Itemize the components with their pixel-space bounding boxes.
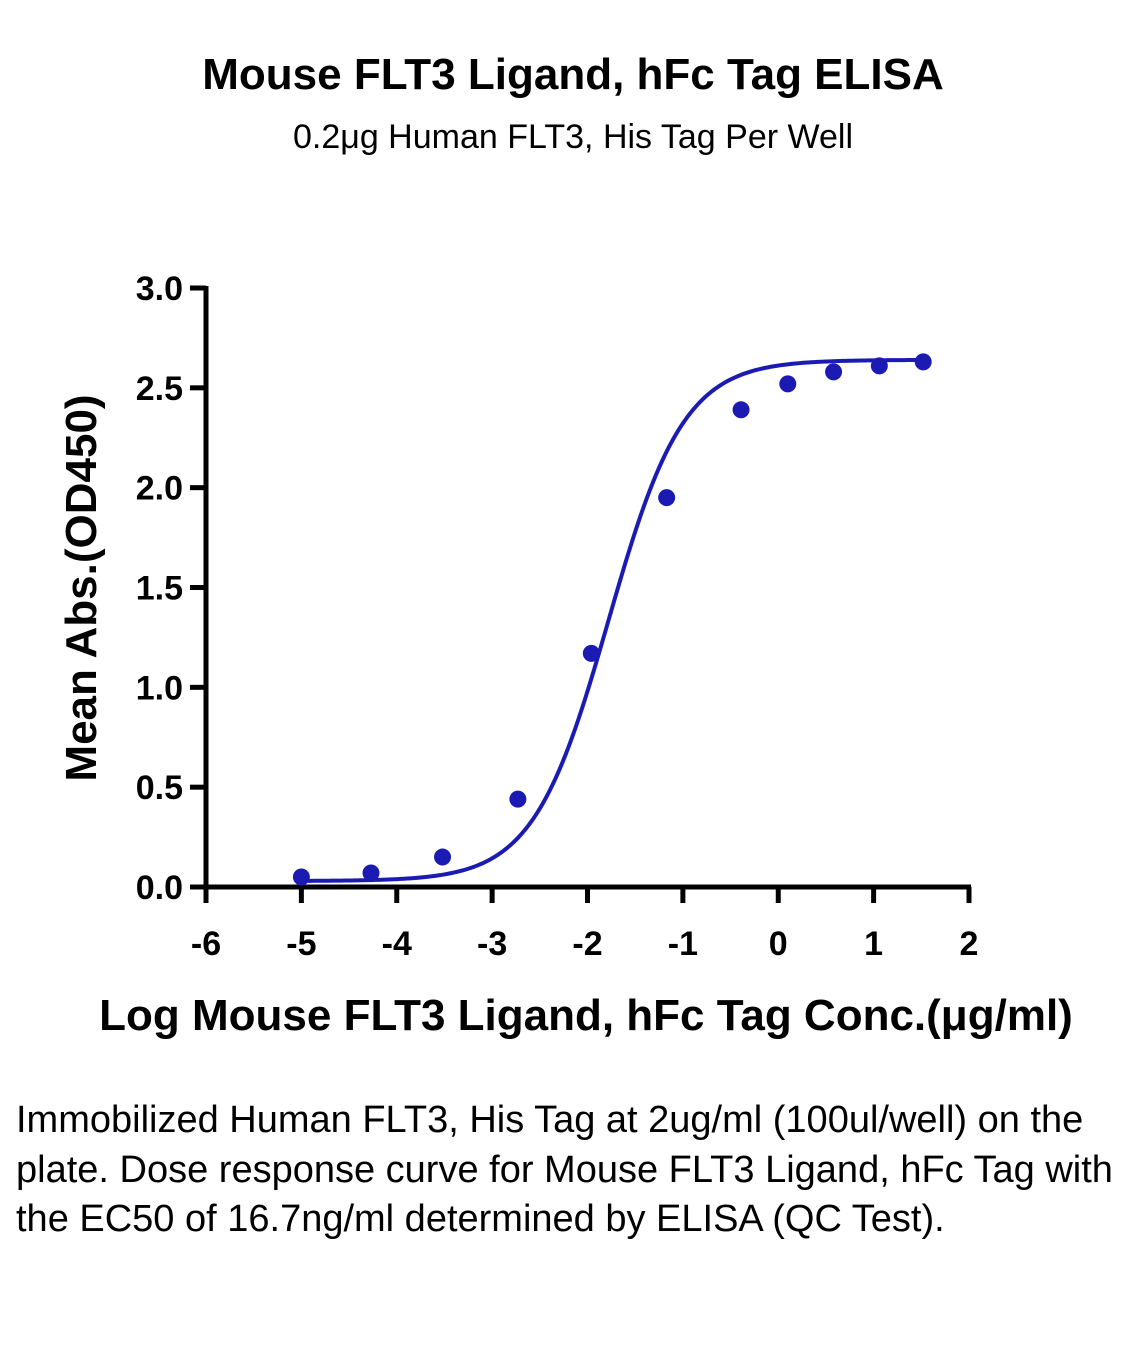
- x-axis-label: Log Mouse FLT3 Ligand, hFc Tag Conc.(μg/…: [99, 991, 1073, 1040]
- data-point: [914, 353, 932, 371]
- y-tick-label: 0.0: [136, 869, 183, 907]
- x-tick-label: -1: [668, 925, 698, 963]
- data-point: [434, 848, 452, 866]
- x-tick-label: -3: [477, 925, 507, 963]
- y-tick-label: 2.5: [136, 370, 183, 408]
- y-tick-label: 3.0: [136, 270, 183, 308]
- data-point: [870, 357, 888, 375]
- x-tick-label: -2: [572, 925, 602, 963]
- data-point: [362, 864, 380, 882]
- chart-title: Mouse FLT3 Ligand, hFc Tag ELISA: [202, 50, 944, 99]
- data-point: [825, 363, 843, 381]
- y-tick-label: 1.0: [136, 669, 183, 707]
- data-point: [658, 489, 676, 507]
- chart: -6 -5 -4 -3 -2 -1 0 1 2 0.0 0.5 1.0 1.5 2.0 2.5 3.0 Log…: [57, 270, 1073, 1040]
- y-tick-label: 2.0: [136, 470, 183, 508]
- x-tick-label: -4: [382, 925, 412, 963]
- fit-curve-layer: [299, 358, 926, 883]
- fit-curve: [299, 358, 926, 883]
- x-tick-label: -5: [286, 925, 316, 963]
- data-point: [582, 644, 600, 662]
- y-tick-label: 1.5: [136, 570, 183, 608]
- x-tick-label: 1: [864, 925, 883, 963]
- data-point: [732, 401, 750, 419]
- x-tick-label: -6: [191, 925, 221, 963]
- data-point: [779, 375, 797, 393]
- y-tick-label: 0.5: [136, 769, 183, 807]
- axes: -6 -5 -4 -3 -2 -1 0 1 2 0.0 0.5 1.0 1.5 2.0 2.5 3.0: [136, 270, 979, 963]
- data-point: [292, 868, 310, 886]
- x-tick-label: 2: [960, 925, 979, 963]
- chart-subtitle: 0.2μg Human FLT3, His Tag Per Well: [292, 118, 854, 156]
- data-points: [292, 353, 932, 886]
- y-axis-label: Mean Abs.(OD450): [57, 394, 106, 781]
- x-tick-label: 0: [769, 925, 788, 963]
- figure-caption: Immobilized Human FLT3, His Tag at 2ug/m…: [16, 1099, 1113, 1240]
- data-point: [509, 790, 527, 808]
